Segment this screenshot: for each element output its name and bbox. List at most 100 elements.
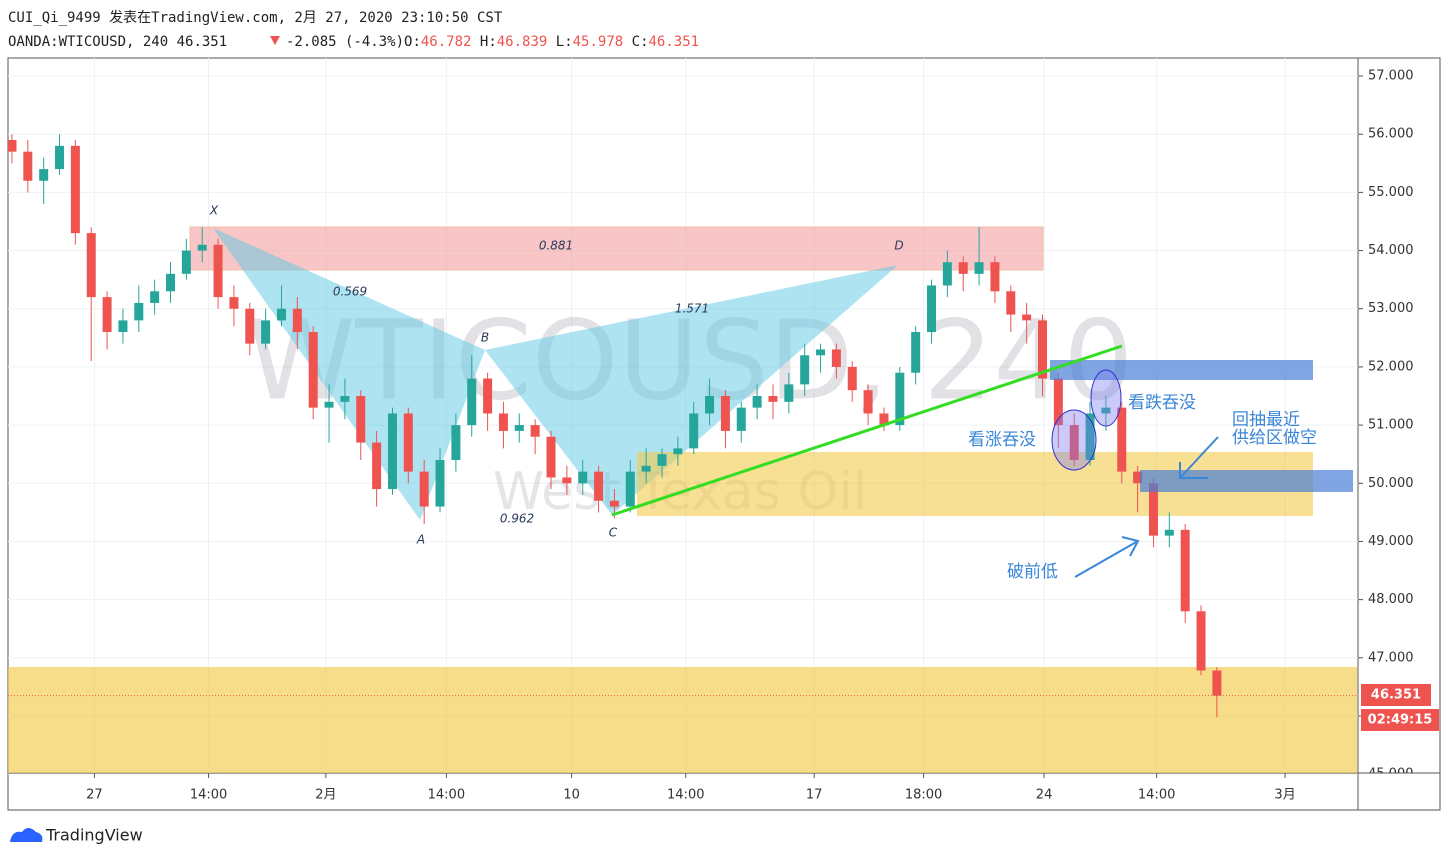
y-tick-label: 56.000 [1368,127,1414,142]
candle-body [292,308,302,333]
target-zone [8,667,1357,773]
candle-body [657,454,667,466]
ohlc-value: 45.978 [573,34,624,50]
candle-body [847,366,857,391]
y-tick-label: 47.000 [1368,650,1414,665]
x-tick-label: 14:00 [1138,788,1175,803]
candle-body [942,262,952,286]
candle-body [641,465,651,472]
candle-body [467,378,477,426]
candle-body [356,396,366,443]
candle-body [800,355,810,385]
candle-body [958,262,968,274]
y-tick-label: 50.000 [1368,476,1414,491]
candle-body [55,145,65,170]
countdown: 02:49:15 [1368,713,1433,728]
candle-body [181,250,191,274]
candle-body [1085,413,1095,461]
y-tick-label: 52.000 [1368,359,1414,374]
x-tick-label: 14:00 [190,788,227,803]
candle-body [1117,407,1127,472]
ohlc-value: 46.351 [649,34,700,50]
candle-body [895,372,905,426]
candle-body [498,413,508,431]
ohlc-label: L: [556,34,573,50]
y-tick-label: 49.000 [1368,534,1414,549]
candle-body [1022,314,1032,321]
candle-body [578,471,588,484]
candle-body [562,477,572,484]
annotation: 看涨吞没 [968,430,1036,450]
candle-body [261,320,271,344]
candle-body [1069,425,1079,461]
ohlc-label: H: [480,34,497,50]
candle-body [435,460,445,507]
price-label: 46.351 [1371,688,1421,703]
candle-body [70,145,80,234]
candle-body [1133,471,1143,484]
x-tick-label: 14:00 [428,788,465,803]
candle-body [118,320,128,333]
symbol-line: OANDA:WTICOUSD, 240 46.351 [8,34,227,50]
annotation: 供给区做空 [1232,428,1317,448]
last-price: 46.351 [177,34,228,50]
change: -2.085 (-4.3%) [286,34,404,50]
x-tick-label: 10 [563,788,580,803]
candle-body [768,396,778,402]
candle-body [229,297,239,309]
candle-body [1148,483,1158,536]
candle-body [340,396,350,402]
highlight [1051,409,1097,471]
pattern-label: B [481,331,489,345]
candle-body [372,442,382,490]
y-tick-label: 51.000 [1368,418,1414,433]
y-tick-label: 55.000 [1368,185,1414,200]
pattern-label: C [609,526,618,540]
candle-body [736,407,746,431]
ratio-label: 1.571 [675,302,709,316]
y-tick-label: 57.000 [1368,69,1414,84]
candle-body [86,233,96,298]
ohlc-value: 46.839 [497,34,548,50]
candle-body [705,396,715,414]
highlight [1090,369,1122,427]
candle-body [625,471,635,507]
ohlc-value: 46.782 [421,34,472,50]
candle-body [1053,378,1063,426]
candle-body [911,332,921,373]
brand: TradingView [45,826,143,845]
candle-body [276,308,286,321]
candle-body [927,285,937,333]
candle-body [974,262,984,274]
symbol: OANDA:WTICOUSD, 240 [8,34,168,50]
candle-body [23,151,33,181]
annotation: 破前低 [1007,562,1058,582]
candle-body [720,396,730,431]
x-tick-label: 27 [86,788,103,803]
candle-body [1101,407,1111,414]
candle-body [403,413,413,472]
trend-line [611,344,1123,517]
logo-icon [10,828,43,842]
candle-body [990,262,1000,292]
x-tick-label: 17 [806,788,823,803]
candle-body [752,396,762,408]
annotation: 回抽最近 [1232,410,1300,430]
candle-body [530,425,540,437]
x-tick-label: 3月 [1274,788,1295,803]
x-tick-label: 14:00 [667,788,704,803]
y-tick-label: 45.000 [1368,767,1414,782]
x-tick-label: 2月 [315,788,336,803]
candle-body [1180,529,1190,612]
frame [7,57,1441,811]
ohlc-label: C: [632,34,649,50]
ratio-label: 0.881 [539,239,573,253]
arrow [1179,436,1219,479]
ratio-label: 0.569 [333,285,367,299]
candle-body [308,332,318,408]
candle-body [166,273,176,292]
blue-zone [1050,360,1313,380]
y-tick-label: 48.000 [1368,592,1414,607]
candle-body [451,425,461,461]
